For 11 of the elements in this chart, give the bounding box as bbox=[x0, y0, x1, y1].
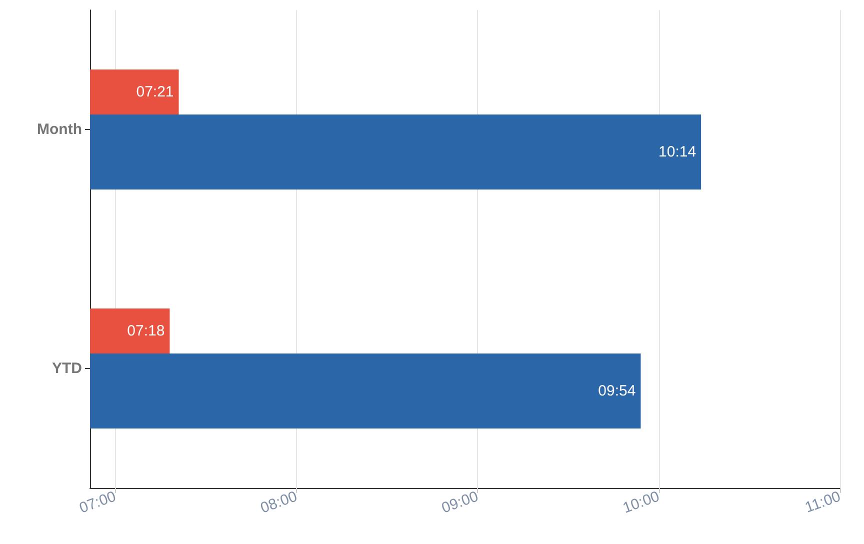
data-label: 07:21 bbox=[136, 84, 174, 100]
x-tick-label: 09:00 bbox=[439, 488, 481, 517]
data-label: 10:14 bbox=[658, 144, 696, 160]
data-label: 09:54 bbox=[598, 382, 636, 400]
x-tick-label: 10:00 bbox=[620, 488, 662, 517]
data-label: 07:18 bbox=[127, 322, 165, 340]
y-tick-label: YTD bbox=[52, 360, 82, 377]
x-tick-label: 11:00 bbox=[802, 488, 843, 516]
y-tick-label: Month bbox=[37, 121, 82, 138]
x-tick-label: 08:00 bbox=[258, 488, 300, 517]
x-tick-label: 07:00 bbox=[77, 488, 118, 517]
